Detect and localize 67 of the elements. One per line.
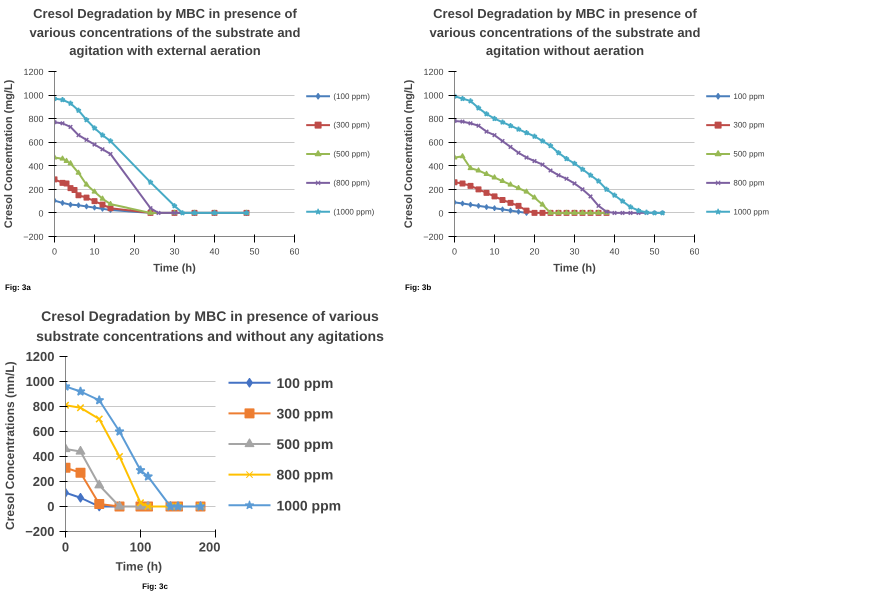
y-tick-label: 200 (32, 474, 55, 489)
y-tick-label: 800 (28, 114, 44, 124)
y-axis-title: Cresol Concentration (mg/L) (3, 79, 16, 228)
legend-label: 800 ppm (276, 466, 334, 482)
y-tick-label: 600 (428, 137, 444, 148)
x-tick-label: 40 (209, 246, 220, 256)
legend-label: 500 ppm (276, 436, 334, 452)
y-tick-label: 200 (428, 184, 444, 195)
y-tick-label: 400 (428, 160, 444, 171)
y-tick-label: 800 (428, 114, 444, 124)
x-tick-label: 100 (130, 539, 152, 554)
x-axis-title: Time (h) (553, 262, 596, 274)
y-tick-label: 1000 (23, 90, 44, 100)
chart-title: Cresol Degradation by MBC in presence of various substrate concentrations and without any agitations (35, 306, 385, 346)
legend-label: (500 ppm) (333, 149, 370, 158)
legend-label: (100 ppm) (333, 91, 370, 100)
text: Fig: 3b (405, 282, 432, 294)
x-tick-label: 30 (169, 246, 180, 256)
x-tick-label: 0 (452, 246, 458, 256)
legend-label: (800 ppm) (333, 178, 370, 188)
legend-label: 300 ppm (276, 405, 334, 422)
y-tick-label: 600 (32, 424, 55, 439)
y-tick-label: 800 (32, 398, 55, 414)
legend-label: 300 ppm (733, 120, 765, 130)
legend-label: 1000 ppm (276, 496, 342, 513)
x-tick-label: 10 (489, 246, 500, 256)
y-tick-label: 1000 (26, 374, 54, 389)
y-tick-label: 600 (28, 137, 44, 148)
x-tick-label: 30 (569, 246, 580, 256)
legend-label: 100 ppm (733, 91, 765, 100)
text: Fig: 3c (142, 580, 168, 592)
y-tick-label: 200 (28, 184, 44, 195)
x-tick-label: 40 (609, 246, 620, 256)
chart-title: Cresol Degradation by MBC in presence of various concentrations of the substrate and agitation with external aeration (28, 5, 302, 60)
y-tick-label: −200 (423, 232, 444, 242)
legend-label: 800 ppm (733, 178, 765, 188)
y-tick-label: 1200 (23, 66, 44, 77)
x-tick-label: 20 (129, 246, 140, 256)
y-tick-label: 400 (28, 160, 44, 171)
x-tick-label: 50 (649, 246, 660, 256)
y-axis-title: Cresol Concentration (mg/L) (403, 79, 416, 228)
chart-title: Cresol Degradation by MBC in presence of various concentrations of the substrate and agitation without aeration (428, 5, 702, 60)
y-tick-label: 400 (32, 448, 55, 464)
legend-label: 100 ppm (276, 374, 334, 390)
y-tick-label: −200 (25, 524, 55, 539)
x-tick-label: 60 (289, 246, 300, 256)
x-tick-label: 50 (249, 246, 260, 256)
legend-label: (300 ppm) (333, 120, 370, 130)
legend-label: (1000 ppm) (333, 206, 375, 216)
y-tick-label: 0 (47, 498, 55, 514)
x-axis-title: Time (h) (153, 262, 196, 274)
x-tick-label: 10 (89, 246, 100, 256)
x-tick-label: 60 (689, 246, 700, 256)
x-tick-label: 0 (62, 539, 70, 554)
y-tick-label: 1200 (26, 348, 54, 364)
legend-label: 500 ppm (733, 149, 765, 158)
x-tick-label: 20 (529, 246, 540, 256)
y-axis-title: Cresol Concentrations (mn/L) (3, 361, 18, 530)
x-axis-title: Time (h) (116, 559, 162, 574)
y-tick-label: 1000 (423, 90, 444, 100)
legend-label: 1000 ppm (733, 206, 770, 216)
y-tick-label: 0 (38, 208, 44, 218)
y-tick-label: −200 (23, 232, 44, 242)
text: Fig: 3a (5, 282, 31, 294)
y-tick-label: 0 (438, 208, 444, 218)
x-tick-label: 200 (198, 539, 221, 554)
y-tick-label: 1200 (423, 66, 444, 77)
